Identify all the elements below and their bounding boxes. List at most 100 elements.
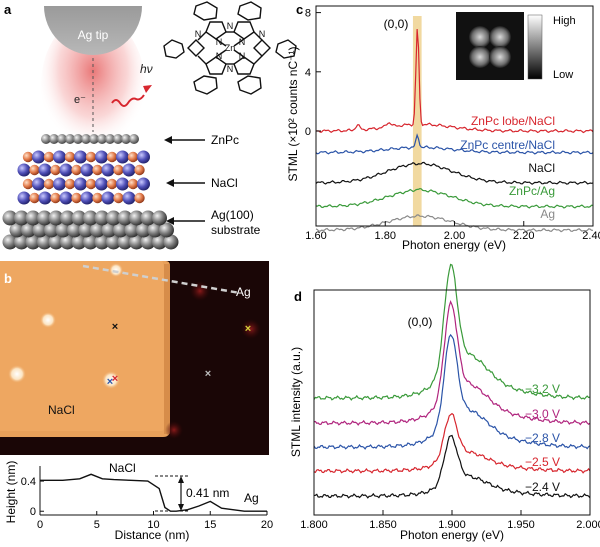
ag-atom (60, 234, 75, 250)
chart-c-legend-entry: ZnPc centre/NaCl (460, 138, 555, 152)
ag-atom (90, 222, 105, 238)
na-ion (43, 178, 55, 190)
panel-a-label: a (4, 2, 12, 17)
ag-atom (2, 210, 18, 226)
profile-x-tick-label: 15 (204, 519, 216, 531)
ag-atom (21, 222, 36, 238)
chart-c-y-tick-label: 8 (305, 8, 311, 20)
na-ion (85, 151, 97, 163)
cl-ion (116, 150, 129, 164)
spectrum-c-line (315, 29, 594, 134)
znpc-molecule-icon (163, 1, 297, 95)
ag-atom (163, 234, 179, 250)
na-ion (106, 151, 118, 163)
ag-atom (60, 210, 75, 226)
ag-atom (32, 222, 48, 238)
probe-markers: × × × × × (107, 321, 251, 388)
zn-atom-label: Zn (225, 43, 236, 53)
chart-c-legend-entry: ZnPc/Ag (509, 184, 555, 198)
ag-atom (9, 222, 25, 238)
ag-atom (129, 210, 144, 226)
inset-lobe (469, 46, 491, 68)
molecule-spot (8, 365, 26, 383)
na-ion (50, 192, 61, 204)
photon-wave-icon (111, 94, 145, 107)
profile-x-tick-label: 10 (147, 519, 159, 531)
peak-label-d: (0,0) (408, 315, 433, 329)
n-atom-label: N (195, 29, 202, 39)
na-ion (92, 164, 103, 176)
ag-layer-label-2: substrate (211, 223, 261, 237)
chart-d-x-tick-label: 1.800 (300, 519, 328, 531)
na-ion (43, 151, 55, 163)
chart-d-y-title: STML intensity (a.u.) (289, 347, 303, 457)
chart-d-x-tick-label: 2.000 (576, 519, 600, 531)
inset-lobe (489, 26, 511, 48)
profile-line (40, 473, 267, 512)
spectrum-c-line (315, 161, 594, 185)
ag-atom (48, 210, 64, 226)
cl-ion (17, 191, 31, 205)
ag-atom (159, 222, 174, 238)
molecule-atom-labels: Zn N N N N N N N N (195, 21, 266, 74)
na-ion (113, 192, 124, 204)
ag-atom (25, 234, 41, 250)
ag-atom (44, 222, 59, 238)
cl-ion (74, 150, 87, 164)
spectra-d-series (313, 263, 591, 499)
spectra-c-series (315, 29, 594, 233)
znpc-layer-label: ZnPc (211, 133, 239, 147)
znpc-atom (49, 134, 59, 144)
n-atom-label: N (216, 51, 223, 61)
inset-colorbar (527, 14, 543, 80)
profile-y-title: Height (nm) (4, 461, 18, 524)
profile-y-tick-label: 0.4 (21, 476, 36, 488)
na-ion (29, 192, 40, 204)
profile-nacl-label: NaCl (109, 461, 136, 475)
line-scan-path (82, 264, 241, 295)
molecule-spot (102, 371, 120, 389)
ag-atom (14, 210, 29, 226)
peak-highlight-band (412, 16, 422, 226)
chart-d-series-label: −2.5 V (525, 455, 560, 469)
ag-molecule-spot (241, 319, 261, 339)
znpc-atom (57, 134, 67, 144)
inset-low-label: Low (553, 69, 573, 81)
cl-ion (17, 163, 31, 177)
cl-ion (53, 177, 66, 191)
znpc-atom (121, 134, 131, 144)
chart-d-series-label: −3.0 V (525, 407, 560, 421)
cl-ion (122, 163, 136, 177)
ag-atom (152, 210, 167, 226)
spectrum-d-line (313, 412, 591, 474)
chart-d-x-tick-label: 1.950 (507, 519, 535, 531)
cl-ion (53, 150, 66, 164)
panel-a: a Ag tip e⁻ hν (2, 1, 297, 250)
na-ion (127, 151, 139, 163)
profile-y-tick-label: 0 (30, 506, 36, 518)
ag-atom (78, 222, 94, 238)
chart-d-series-label: −3.2 V (525, 382, 560, 396)
ag-atom (14, 234, 29, 250)
marker-centre: × (107, 376, 113, 388)
step-arrow-up-icon (178, 476, 184, 483)
inset-centre (487, 44, 493, 50)
n-atom-label: N (227, 21, 234, 31)
chart-c-x-title: Photon energy (eV) (402, 238, 506, 252)
na-ion (71, 164, 82, 176)
spectrum-c-line (315, 187, 594, 209)
na-ion (71, 192, 82, 204)
ag-atom (106, 234, 121, 250)
stm-nacl-label: NaCl (48, 403, 75, 417)
profile-x-tick-label: 5 (94, 519, 100, 531)
n-atom-label: N (239, 37, 246, 47)
spectrum-c-line (315, 133, 594, 155)
chart-d-series-label: −2.4 V (525, 480, 560, 494)
chart-c-x-tick-label: 2.00 (444, 230, 465, 242)
chart-d-x-tick-label: 1.850 (369, 519, 397, 531)
marker-nacl: × (112, 321, 118, 333)
cl-ion (137, 177, 150, 191)
profile-ticks: 0 5 10 15 20 0 0.4 (21, 476, 273, 531)
n-atom-label: N (239, 51, 246, 61)
na-ion (29, 164, 40, 176)
